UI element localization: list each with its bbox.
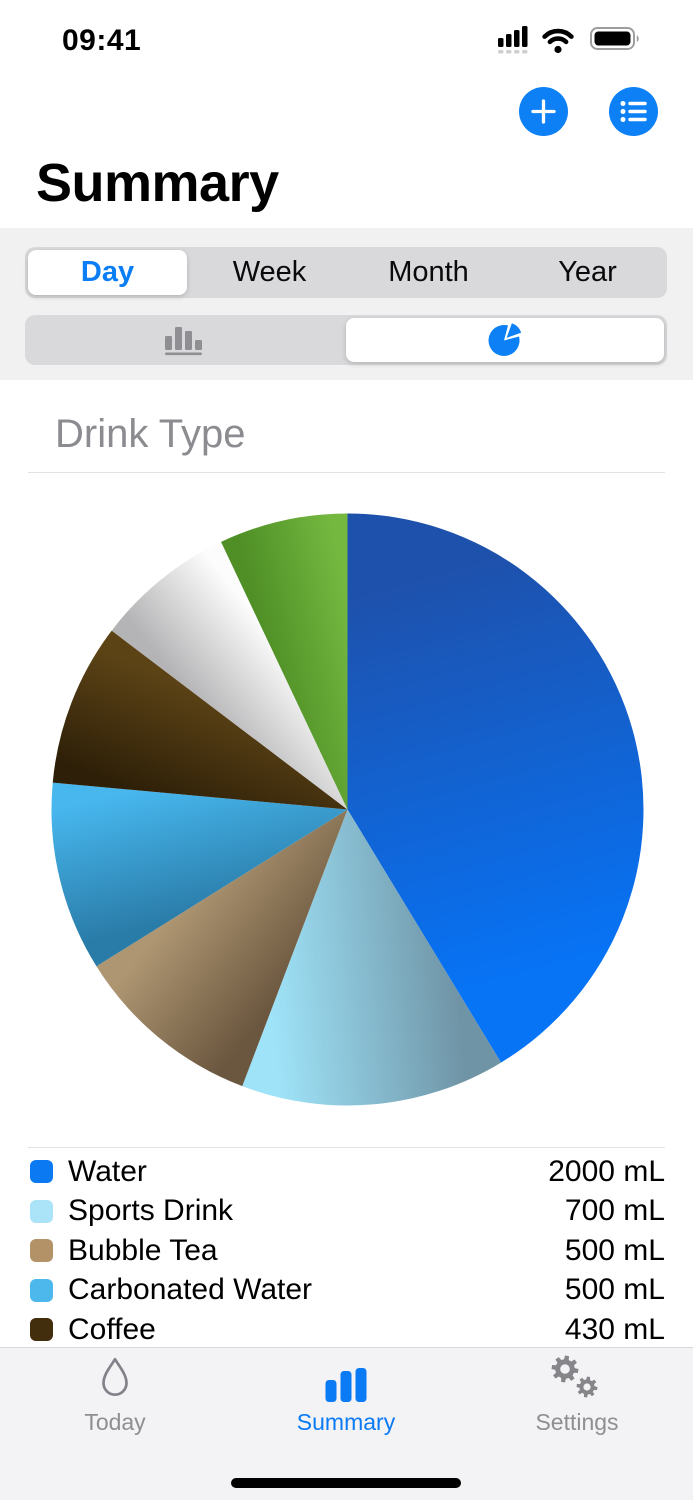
tab-bar: Today Summary Settings: [0, 1347, 693, 1500]
segment-year[interactable]: Year: [508, 250, 667, 295]
legend-row: Sports Drink 700 mL: [0, 1192, 693, 1232]
segment-label: Year: [558, 256, 617, 288]
legend-row: Water 2000 mL: [0, 1152, 693, 1192]
legend-value: 500 mL: [564, 1273, 665, 1307]
color-swatch: [30, 1278, 53, 1302]
pie-chart-icon: [488, 322, 521, 356]
tab-label: Settings: [535, 1409, 619, 1435]
pie-slice: [52, 630, 348, 810]
legend-row: Carbonated Water 500 mL: [0, 1271, 693, 1311]
pie-slice: [111, 541, 348, 810]
color-swatch: [30, 1239, 53, 1263]
legend-label: Carbonated Water: [68, 1273, 313, 1307]
segment-pie-chart[interactable]: [346, 318, 664, 362]
plus-icon: [531, 99, 556, 124]
pie-chart: [51, 513, 644, 1106]
tab-label: Summary: [296, 1409, 396, 1435]
legend-value: 700 mL: [564, 1194, 665, 1228]
list-button[interactable]: [609, 87, 658, 136]
segment-label: Day: [80, 256, 135, 288]
home-indicator[interactable]: [231, 1478, 461, 1488]
cellular-signal-icon: [498, 26, 528, 54]
color-swatch: [30, 1160, 53, 1184]
controls-band: Day Week Month Year: [0, 228, 693, 380]
legend-value: 500 mL: [564, 1233, 665, 1267]
tab-settings[interactable]: Settings: [497, 1355, 657, 1446]
period-segmented-control: Day Week Month Year: [25, 247, 667, 298]
pie-slice: [51, 782, 348, 967]
legend-list: Water 2000 mL Sports Drink 700 mL Bubble Tea…: [0, 1152, 693, 1350]
legend-value: 2000 mL: [548, 1154, 665, 1188]
legend-label: Bubble Tea: [68, 1233, 218, 1267]
chart-type-segmented-control: [25, 315, 667, 365]
page-title: Summary: [36, 153, 279, 213]
tab-label: Today: [84, 1409, 146, 1435]
divider: [28, 472, 665, 473]
segment-month[interactable]: Month: [349, 250, 508, 295]
status-icons: [498, 26, 639, 54]
segment-label: Week: [232, 256, 307, 288]
legend-label: Water: [68, 1154, 147, 1188]
section-title: Drink Type: [55, 412, 246, 456]
legend-label: Sports Drink: [68, 1194, 234, 1228]
gears-icon: [551, 1355, 598, 1398]
pie-slice: [347, 513, 644, 1063]
tab-summary[interactable]: Summary: [266, 1356, 426, 1446]
segment-day[interactable]: Day: [28, 250, 187, 295]
legend-row: Bubble Tea 500 mL: [0, 1231, 693, 1271]
add-button[interactable]: [519, 87, 568, 136]
water-drop-icon: [102, 1357, 128, 1396]
legend-label: Coffee: [68, 1312, 156, 1346]
segment-label: Month: [388, 256, 469, 288]
legend-value: 430 mL: [564, 1312, 665, 1346]
wifi-icon: [542, 28, 574, 54]
segment-week[interactable]: Week: [190, 250, 349, 295]
legend-row: Coffee 430 mL: [0, 1310, 693, 1350]
pie-slice: [221, 513, 348, 810]
color-swatch: [30, 1318, 53, 1342]
battery-icon: [590, 27, 639, 50]
bar-chart-icon: [165, 327, 202, 356]
bar-chart-icon: [325, 1368, 366, 1402]
color-swatch: [30, 1199, 53, 1223]
tab-today[interactable]: Today: [35, 1356, 195, 1446]
pie-slice: [96, 809, 348, 1087]
list-bullet-icon: [620, 101, 647, 122]
segment-bar-chart[interactable]: [25, 318, 343, 362]
status-time: 09:41: [62, 24, 142, 57]
pie-slice: [242, 809, 502, 1106]
divider: [28, 1147, 665, 1148]
